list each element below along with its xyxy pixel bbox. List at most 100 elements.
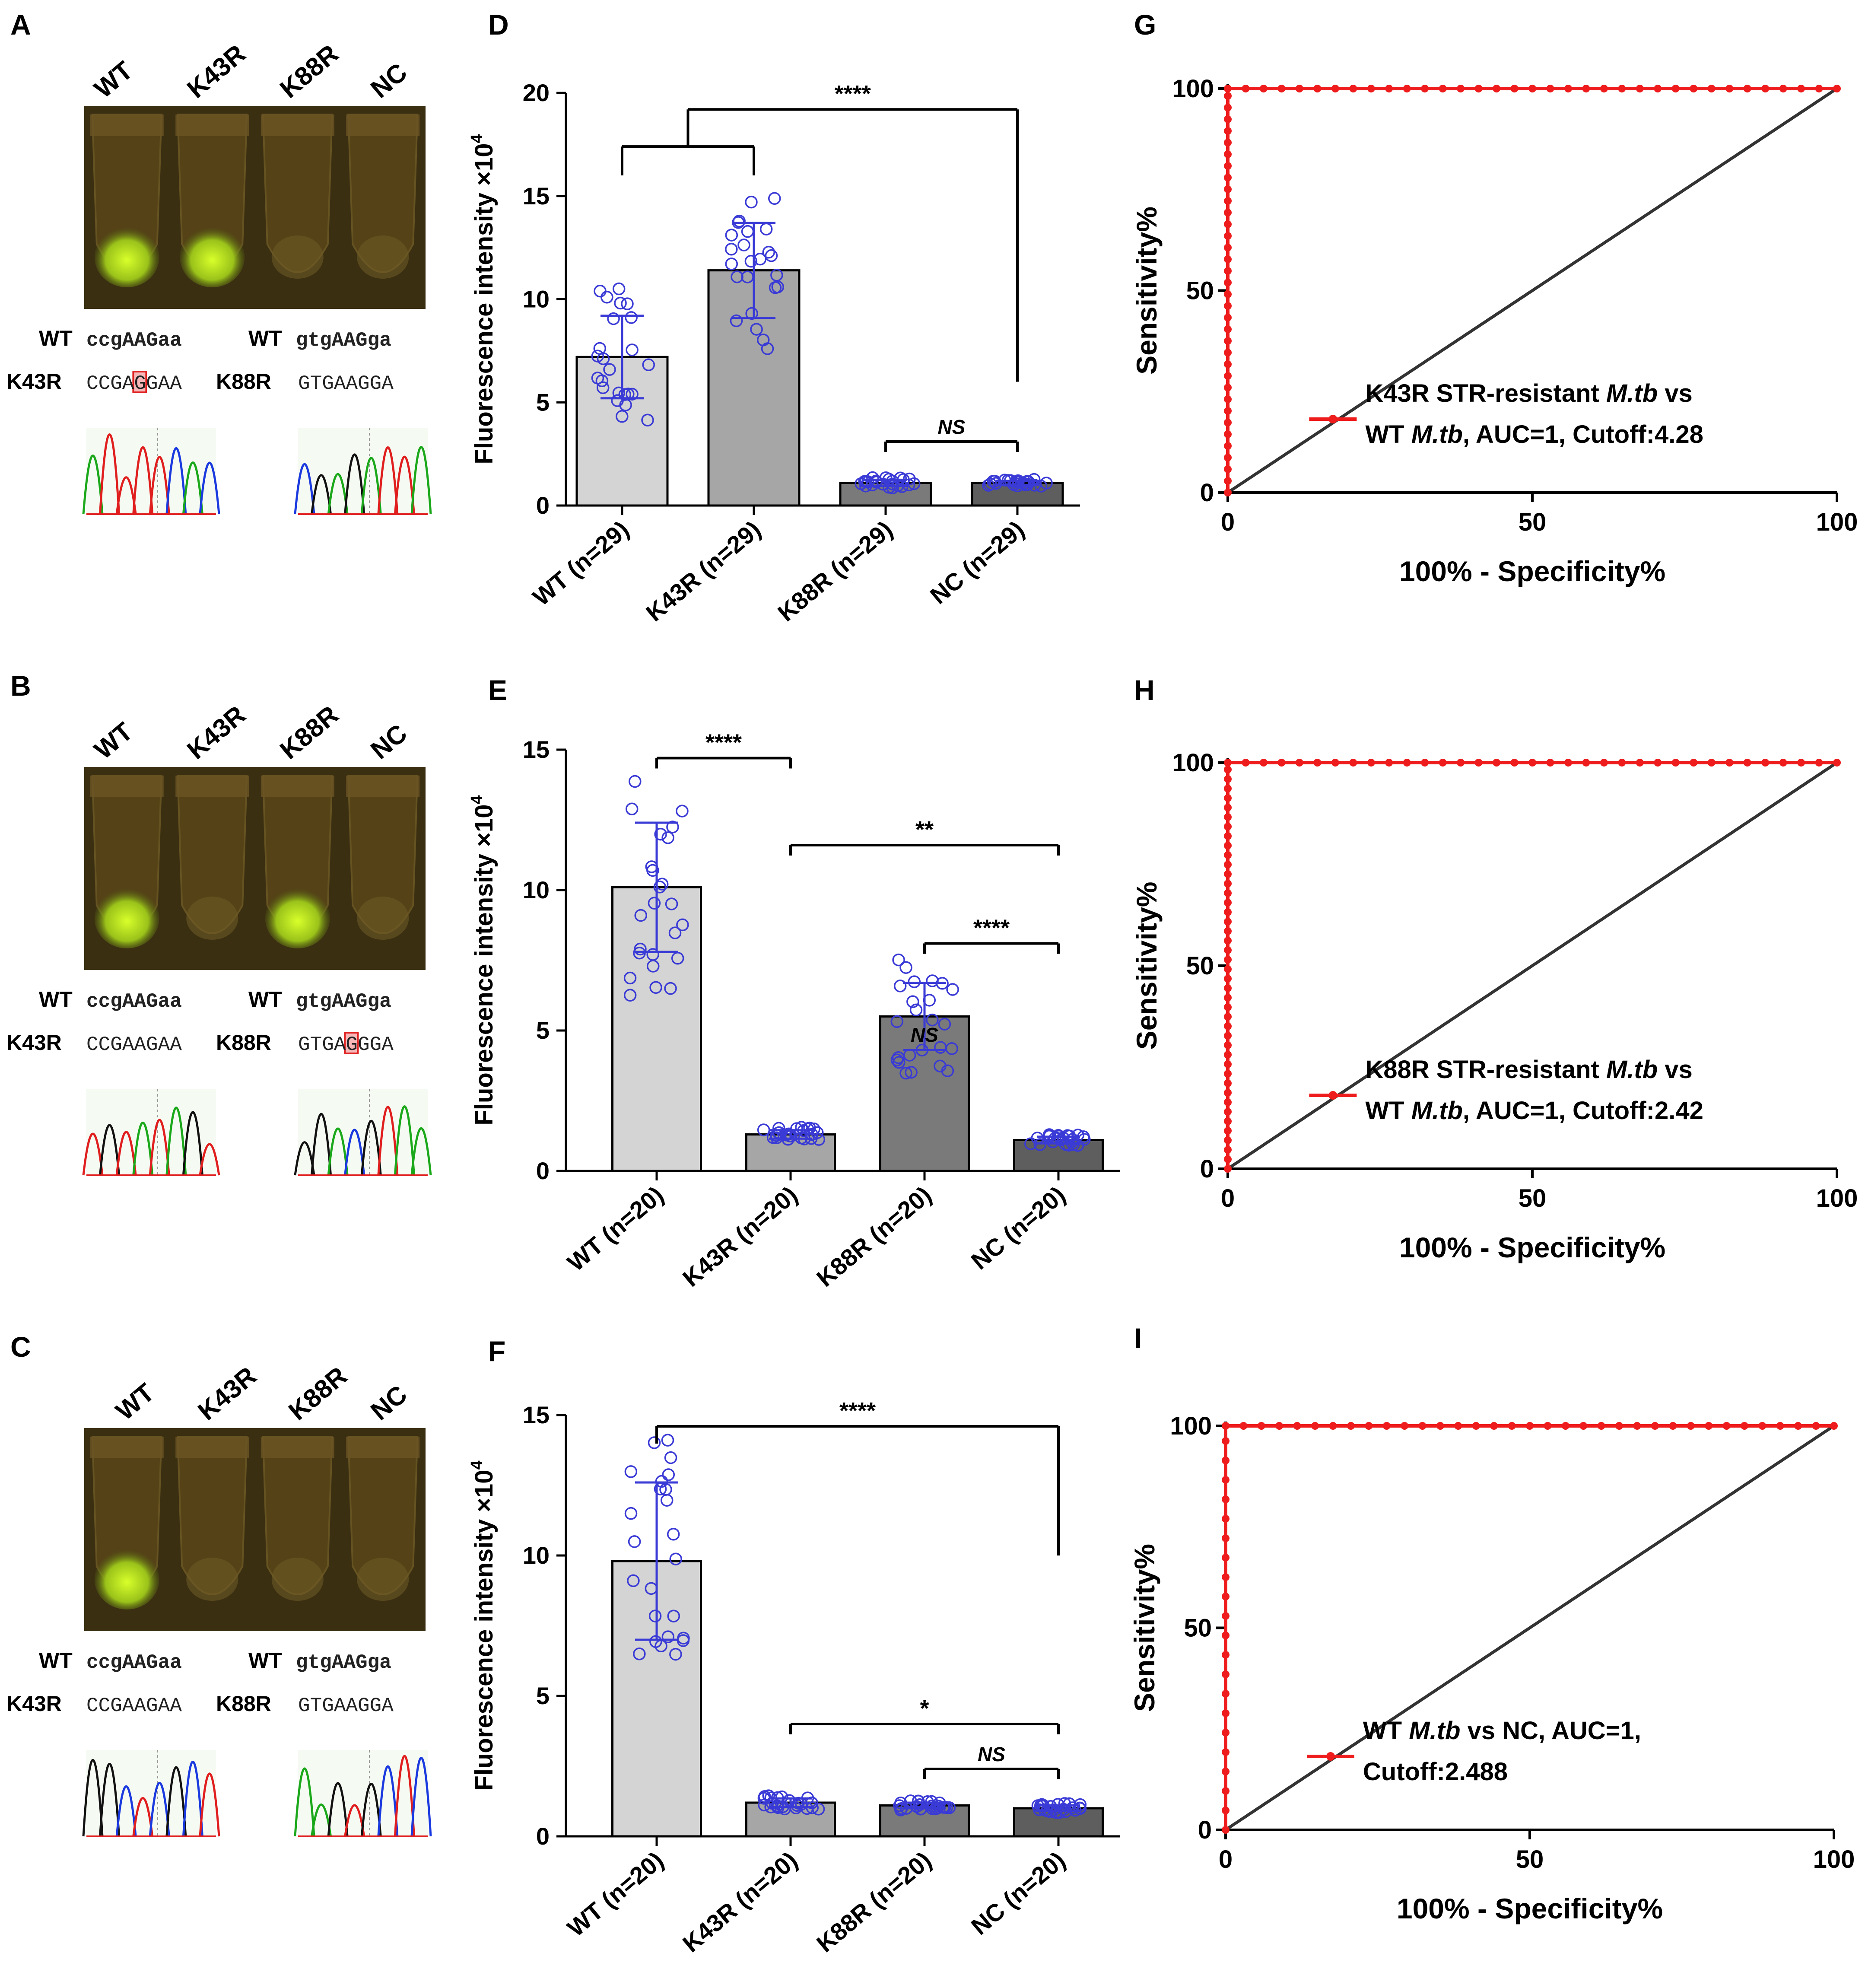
data-point [668, 926, 682, 939]
roc-point [1401, 1422, 1409, 1430]
tube-photo [84, 1428, 426, 1631]
roc-point [1259, 759, 1268, 767]
trace-peak [182, 461, 203, 515]
data-point [759, 223, 773, 235]
fluorescence-glow [180, 227, 245, 287]
trace-peak [344, 1129, 365, 1176]
bar-chart-plot: 0 5 10 15 Fluorescence intensity ×104 WT (n=2… [468, 730, 1120, 1292]
roc-point [1224, 1013, 1232, 1021]
roc-point [1222, 1748, 1230, 1756]
roc-point [1597, 1422, 1605, 1430]
y-tick-label: 15 [523, 736, 550, 763]
data-point [661, 1630, 675, 1643]
roc-point [1454, 1422, 1462, 1430]
roc-point [1457, 85, 1465, 92]
roc-point [1222, 1670, 1230, 1678]
trace-peak [394, 1755, 415, 1837]
roc-point [1224, 1003, 1232, 1011]
x-tick-label: 50 [1519, 508, 1547, 536]
trace-peak [199, 1143, 220, 1176]
roc-point [1564, 85, 1572, 92]
panel-label: E [488, 674, 507, 706]
roc-point [1224, 965, 1232, 973]
lane-label: NC [365, 57, 412, 104]
data-point [795, 1121, 808, 1134]
y-tick-label: 5 [536, 1682, 550, 1709]
data-point [653, 881, 667, 894]
roc-point [1224, 220, 1232, 228]
data-point [932, 1800, 945, 1813]
roc-point [1654, 759, 1662, 767]
roc-point [1224, 290, 1232, 298]
data-point [741, 225, 754, 238]
x-tick-label: 0 [1221, 508, 1235, 536]
roc-point [1669, 1422, 1677, 1430]
roc-point [1224, 880, 1232, 887]
roc-point [1564, 759, 1572, 767]
data-point [591, 372, 604, 385]
data-point [600, 291, 613, 304]
sequence-block: WT ccgAAGaa K43R CCGAAGAA WT gtgAAGga K8… [6, 987, 432, 1176]
roc-point [1224, 360, 1232, 368]
roc-point [1707, 85, 1716, 92]
panel-label: D [488, 9, 509, 41]
x-tick-label: WT (n=20) [562, 1181, 669, 1276]
roc-point [1224, 209, 1232, 216]
lane-label: K43R [192, 1361, 262, 1426]
roc-point [1222, 1495, 1230, 1503]
data-point [624, 1465, 638, 1478]
sequence-block: WT ccgAAGaa K43R CCGAGGAA WT gtgAAGga K8… [6, 326, 432, 515]
trace-peak [377, 446, 399, 515]
x-tick-label: K43R (n=29) [641, 515, 766, 627]
roc-point [1490, 1422, 1498, 1430]
data-point [667, 1609, 680, 1622]
trace-peak [311, 1113, 332, 1176]
roc-point [1224, 908, 1232, 916]
roc-point [1761, 759, 1770, 767]
roc-point [1382, 1422, 1391, 1430]
data-point [646, 960, 660, 973]
y-axis-label-exponent: 4 [468, 795, 486, 804]
roc-point [1224, 870, 1232, 878]
wt-sequence: ccgAAGaa [86, 990, 182, 1013]
trace-peak [99, 1762, 121, 1837]
data-point [667, 1528, 680, 1541]
roc-point [1367, 85, 1375, 92]
roc-chart-H: H 0 50 100 0 50 100 100% - Specificity% Sensiti… [1131, 674, 1858, 1263]
roc-point [1651, 1422, 1659, 1430]
panel-label: A [10, 9, 31, 41]
x-tick-label: K88R (n=20) [811, 1846, 937, 1957]
roc-point [1349, 85, 1357, 92]
roc-point [1222, 1515, 1230, 1523]
roc-point [1403, 759, 1411, 767]
roc-point [1725, 85, 1734, 92]
y-tick-label: 15 [523, 182, 550, 210]
chromatogram [294, 1750, 432, 1837]
data-point [744, 254, 758, 268]
roc-point [1222, 1612, 1230, 1620]
tube-cap [175, 776, 249, 797]
legend-span: WT [1363, 1717, 1409, 1745]
trace-peak [410, 1127, 432, 1176]
roc-point [1224, 115, 1232, 123]
x-tick-label: 100 [1816, 1184, 1858, 1212]
trace-peak [377, 1106, 399, 1176]
y-tick-label: 50 [1186, 952, 1214, 980]
legend-text: K43R STR-resistant M.tb vs [1365, 379, 1692, 407]
data-point [648, 1609, 662, 1622]
x-tick-label: K43R (n=20) [677, 1181, 803, 1292]
roc-point [1224, 1089, 1232, 1097]
roc-point [1224, 975, 1232, 983]
roc-point [1224, 279, 1232, 286]
lane-label: WT [110, 1378, 160, 1426]
lane-label: K88R [274, 39, 344, 104]
roc-point [1510, 759, 1519, 767]
roc-point [1224, 1060, 1232, 1068]
data-point [750, 323, 763, 336]
data-point [745, 195, 758, 209]
roc-point [1797, 759, 1805, 767]
y-tick-label: 10 [523, 876, 550, 903]
roc-point [1224, 813, 1232, 821]
legend-span: , AUC=1, Cutoff:4.28 [1463, 420, 1703, 448]
data-point [805, 1796, 818, 1810]
